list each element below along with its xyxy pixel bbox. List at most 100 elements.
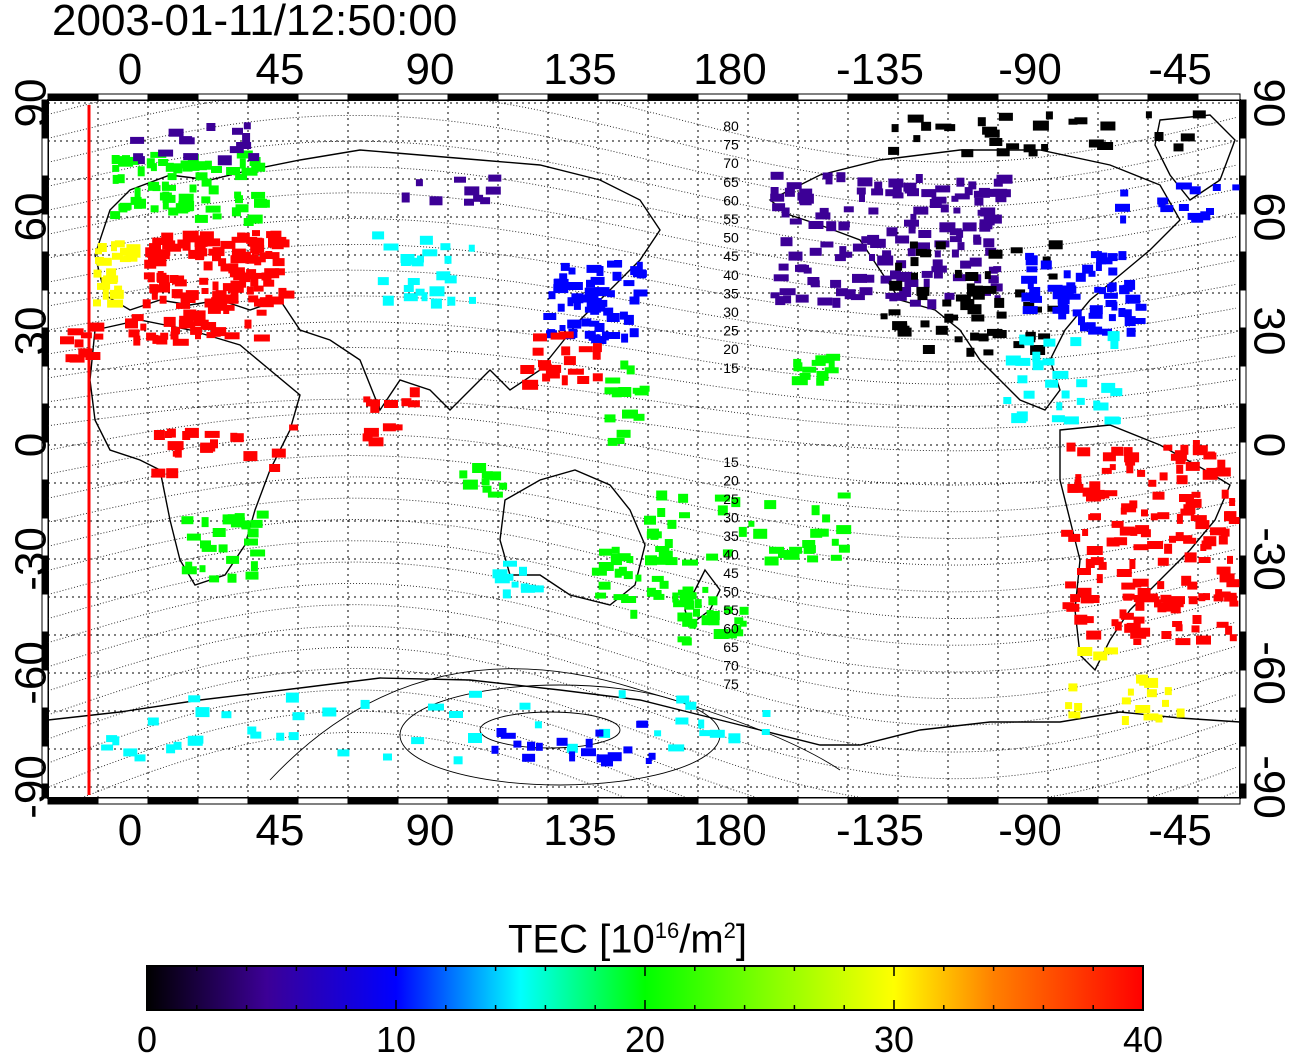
tec-cell bbox=[1108, 267, 1118, 276]
tec-cell bbox=[206, 238, 221, 247]
tec-cell bbox=[841, 251, 853, 258]
tec-cell bbox=[993, 178, 1003, 187]
tec-cell bbox=[578, 294, 593, 303]
tec-cell bbox=[639, 385, 650, 392]
tec-cell bbox=[265, 251, 273, 259]
tec-cell bbox=[706, 553, 719, 561]
tec-cell bbox=[158, 159, 169, 166]
tec-cell bbox=[654, 730, 662, 737]
tec-cell bbox=[160, 252, 170, 260]
tec-cell bbox=[836, 288, 848, 297]
tec-cell bbox=[1137, 469, 1146, 477]
tec-cell bbox=[257, 245, 265, 253]
contour-label: 25 bbox=[723, 491, 739, 507]
bottom-longitude-labels: 0 45 90 135 180 -135 -90 -45 bbox=[118, 806, 1212, 855]
tec-cell bbox=[810, 280, 820, 288]
tec-cell bbox=[145, 247, 158, 258]
tec-cell bbox=[204, 160, 212, 170]
contour-label: 55 bbox=[723, 211, 739, 227]
tec-cell bbox=[664, 539, 673, 548]
tec-cell bbox=[601, 756, 613, 767]
tec-cell bbox=[254, 256, 262, 266]
tec-cell bbox=[1200, 211, 1211, 221]
tec-cell bbox=[836, 172, 846, 183]
tec-cell bbox=[1104, 647, 1118, 655]
tec-cell bbox=[1229, 600, 1239, 607]
tec-cell bbox=[469, 296, 476, 304]
tec-cell bbox=[655, 556, 671, 565]
tec-cell bbox=[1152, 491, 1165, 500]
tec-cell bbox=[245, 571, 259, 580]
tec-cell bbox=[239, 274, 251, 283]
top-longitude-label: -45 bbox=[1148, 45, 1212, 94]
tec-cell bbox=[599, 548, 612, 556]
tec-cell bbox=[1170, 606, 1181, 614]
tec-cell bbox=[834, 254, 846, 262]
tec-cell bbox=[708, 596, 718, 606]
tec-cell bbox=[1210, 527, 1226, 536]
tec-cell bbox=[1216, 621, 1229, 628]
tec-cell bbox=[189, 184, 197, 193]
tec-cell bbox=[377, 277, 389, 286]
tec-cell bbox=[158, 284, 170, 293]
axis-bar-segment bbox=[41, 707, 49, 747]
tec-cell bbox=[1164, 687, 1172, 696]
tec-cell bbox=[584, 306, 601, 313]
colorbar-tick-label: 30 bbox=[874, 1019, 914, 1057]
tec-cell bbox=[167, 441, 184, 451]
tec-cell bbox=[1096, 574, 1103, 584]
tec-cell bbox=[248, 295, 259, 303]
tec-cell bbox=[253, 285, 264, 292]
tec-cell bbox=[1118, 251, 1127, 261]
tec-cell bbox=[200, 443, 214, 453]
tec-cell bbox=[118, 203, 131, 211]
tec-cell bbox=[271, 296, 284, 305]
tec-cell bbox=[770, 193, 785, 202]
tec-cell bbox=[567, 368, 584, 375]
tec-cell bbox=[856, 187, 866, 195]
axis-bar-segment bbox=[1097, 93, 1149, 101]
tec-cell bbox=[394, 424, 403, 431]
tec-cell bbox=[1192, 615, 1202, 624]
tec-cell bbox=[1070, 594, 1081, 603]
tec-cell bbox=[251, 191, 266, 199]
tec-cell bbox=[932, 259, 943, 268]
tec-cell bbox=[241, 167, 258, 176]
tec-cell bbox=[232, 127, 243, 135]
colorbar-label-main: TEC [10 bbox=[508, 917, 655, 962]
tec-cell bbox=[559, 325, 566, 331]
tec-cell bbox=[1125, 294, 1141, 304]
tec-cell bbox=[411, 258, 424, 267]
top-longitude-label: 180 bbox=[693, 45, 766, 94]
tec-cell bbox=[604, 414, 616, 423]
tec-cell bbox=[867, 234, 880, 245]
tec-cell bbox=[226, 555, 240, 564]
tec-cell bbox=[177, 239, 190, 249]
tec-cell bbox=[1126, 464, 1134, 474]
axis-bar-segment bbox=[1147, 797, 1199, 805]
tec-cell bbox=[401, 398, 412, 407]
tec-cell bbox=[211, 166, 222, 173]
colorbar-tick-label: 40 bbox=[1123, 1019, 1163, 1057]
tec-cell bbox=[1126, 327, 1136, 337]
tec-cell bbox=[150, 244, 158, 252]
tec-cell bbox=[1068, 711, 1081, 719]
tec-cell bbox=[88, 322, 105, 332]
tec-cell bbox=[491, 745, 499, 754]
tec-cell bbox=[791, 376, 808, 386]
tec-cell bbox=[967, 304, 982, 315]
tec-cell bbox=[1129, 559, 1136, 569]
tec-cell bbox=[612, 271, 622, 281]
tec-cell bbox=[1134, 318, 1146, 324]
tec-cell bbox=[114, 240, 125, 248]
tec-cell bbox=[1005, 355, 1021, 366]
tec-cell bbox=[1212, 184, 1221, 191]
tec-cell bbox=[1038, 333, 1051, 340]
axis-bar-segment bbox=[41, 137, 49, 177]
tec-cell bbox=[1203, 593, 1210, 601]
tec-cell bbox=[134, 200, 143, 209]
axis-bar-segment bbox=[1097, 797, 1149, 805]
tec-cell bbox=[221, 711, 232, 719]
tec-cell bbox=[723, 606, 733, 614]
tec-cell bbox=[1017, 375, 1028, 384]
